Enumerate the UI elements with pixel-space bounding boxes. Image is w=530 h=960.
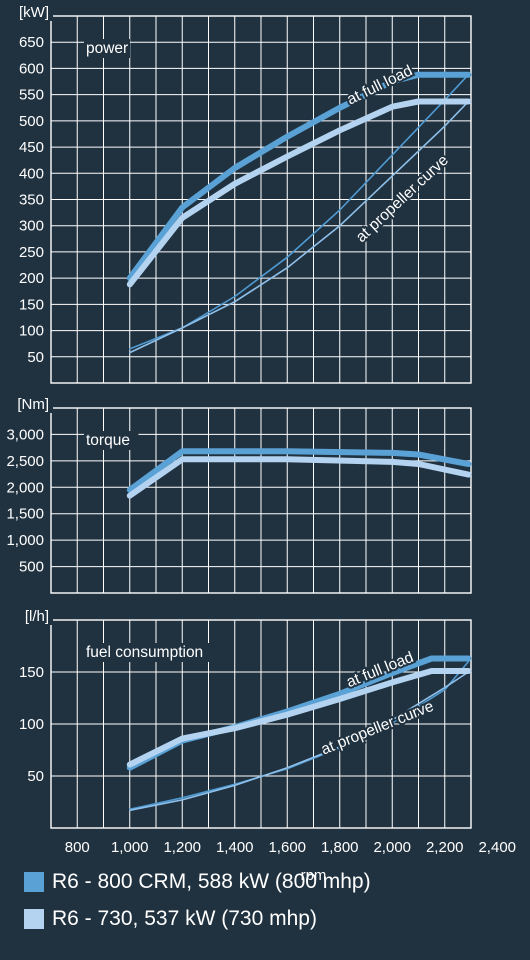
torque-y-tick-label: 1,000 — [6, 532, 44, 549]
legend-label-r6-730: R6 - 730, 537 kW (730 mhp) — [52, 907, 317, 930]
torque-y-tick-label: 1,500 — [6, 506, 44, 523]
x-tick-label: 1,400 — [216, 839, 254, 856]
fuel-y-tick-label: 50 — [27, 768, 44, 785]
x-tick-label: 2,400 — [478, 839, 516, 856]
power-y-tick-label: 650 — [19, 34, 44, 51]
fuel-panel-label: fuel consumption — [86, 644, 203, 661]
power-series-full-load-730 — [126, 98, 472, 288]
power-unit-bg — [15, 3, 53, 21]
legend-label-r6-800: R6 - 800 CRM, 588 kW (800 mhp) — [52, 870, 371, 893]
legend-swatch-r6-730 — [24, 909, 44, 929]
x-tick-label: 2,200 — [426, 839, 464, 856]
torque-y-tick-label: 500 — [19, 559, 44, 576]
power-panel-label: power — [86, 40, 128, 57]
torque-unit-bg — [15, 395, 53, 413]
power-y-tick-label: 350 — [19, 192, 44, 209]
power-series-full-load-800 — [126, 71, 472, 282]
torque-unit-label: [Nm] — [17, 396, 49, 413]
power-panel-label-bg — [84, 39, 130, 58]
torque-y-tick-label: 2,500 — [6, 453, 44, 470]
torque-panel: [Nm] torque 500 1,000 1,500 2,000 2,500 3,000 — [6, 395, 472, 594]
torque-y-tick-label: 3,000 — [6, 426, 44, 443]
legend-swatch-r6-800 — [24, 872, 44, 892]
fuel-series-propeller-730 — [129, 671, 470, 812]
fuel-series-full-load-730 — [126, 668, 472, 768]
power-unit-label: [kW] — [19, 4, 49, 21]
power-y-tick-label: 600 — [19, 60, 44, 77]
legend-item-r6-800: R6 - 800 CRM, 588 kW (800 mhp) — [24, 870, 371, 894]
x-axis-label: rpm — [301, 867, 327, 884]
power-y-tick-label: 250 — [19, 244, 44, 261]
x-tick-label: 1,000 — [111, 839, 149, 856]
power-y-tick-label: 150 — [19, 296, 44, 313]
torque-frame — [50, 407, 472, 594]
fuel-panel-label-bg — [84, 643, 223, 662]
x-tick-label: 800 — [65, 839, 90, 856]
power-panel: [kW] power 50 100 150 200 250 300 350 400 450 500 55… — [15, 3, 472, 384]
power-y-tick-label: 500 — [19, 113, 44, 130]
torque-series-full-load-800 — [126, 448, 472, 493]
power-y-tick-label: 450 — [19, 139, 44, 156]
power-y-tick-label: 300 — [19, 218, 44, 235]
power-y-tick-label: 100 — [19, 323, 44, 340]
power-series-propeller-730 — [129, 100, 470, 354]
torque-series-full-load-730 — [126, 456, 472, 499]
torque-y-tick-label: 2,000 — [6, 479, 44, 496]
power-y-tick-label: 200 — [19, 270, 44, 287]
legend-item-r6-730: R6 - 730, 537 kW (730 mhp) — [24, 907, 317, 931]
power-frame — [50, 15, 472, 384]
power-y-tick-label: 400 — [19, 165, 44, 182]
power-y-tick-label: 50 — [27, 349, 44, 366]
fuel-y-tick-label: 150 — [19, 664, 44, 681]
fuel-unit-bg — [7, 607, 53, 625]
fuel-frame — [50, 619, 472, 829]
torque-panel-label-bg — [84, 431, 139, 450]
x-tick-label: 1,800 — [321, 839, 359, 856]
x-tick-label: 2,000 — [373, 839, 411, 856]
fuel-unit-label: [l/h] — [25, 608, 49, 625]
fuel-y-tick-label: 100 — [19, 716, 44, 733]
x-tick-label: 1,600 — [268, 839, 306, 856]
torque-panel-label: torque — [86, 432, 130, 449]
fuel-series-propeller-800 — [129, 660, 470, 811]
power-y-tick-label: 550 — [19, 87, 44, 104]
x-tick-label: 1,200 — [163, 839, 201, 856]
